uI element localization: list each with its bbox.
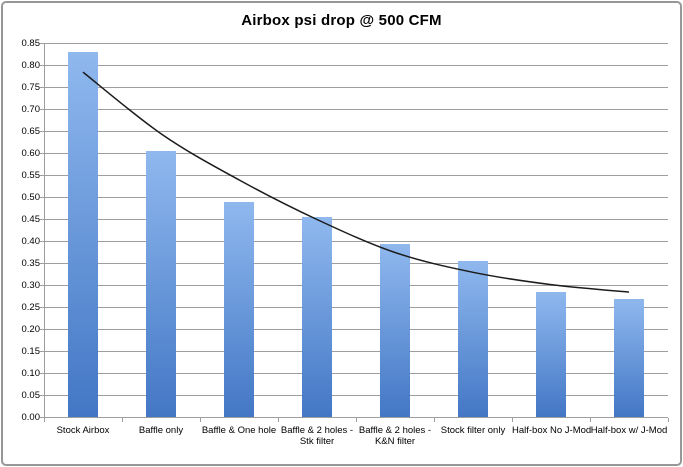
y-axis-tick bbox=[40, 351, 44, 352]
y-axis-tick-label: 0.55 bbox=[21, 169, 41, 181]
x-axis-tick bbox=[200, 417, 201, 422]
x-axis-tick bbox=[512, 417, 513, 422]
y-axis-tick bbox=[40, 153, 44, 154]
y-axis-tick-label: 0.05 bbox=[21, 389, 41, 401]
y-axis-tick bbox=[40, 175, 44, 176]
y-axis-tick bbox=[40, 263, 44, 264]
bar bbox=[458, 261, 488, 418]
y-axis-tick bbox=[40, 395, 44, 396]
y-axis-tick-label: 0.65 bbox=[21, 125, 41, 137]
x-axis-category-label: Stock filter only bbox=[434, 425, 512, 437]
bar bbox=[68, 52, 98, 418]
gridline bbox=[44, 109, 668, 110]
gridline bbox=[44, 131, 668, 132]
y-axis-tick bbox=[40, 417, 44, 418]
gridline bbox=[44, 175, 668, 176]
gridline bbox=[44, 307, 668, 308]
x-axis-category-label-line: Half-box No J-Mod bbox=[512, 424, 592, 436]
bar bbox=[224, 201, 254, 418]
y-axis-tick bbox=[40, 241, 44, 242]
gridline bbox=[44, 197, 668, 198]
gridline bbox=[44, 241, 668, 242]
x-axis-tick bbox=[356, 417, 357, 422]
x-axis-category-label: Baffle & One hole bbox=[200, 425, 278, 437]
gridline bbox=[44, 329, 668, 330]
y-axis-tick bbox=[40, 373, 44, 374]
x-axis-tick bbox=[122, 417, 123, 422]
x-axis-category-label-line: Baffle & 2 holes - bbox=[280, 424, 354, 436]
y-axis-tick-label: 0.15 bbox=[21, 345, 41, 357]
y-axis-tick bbox=[40, 131, 44, 132]
bar bbox=[146, 151, 176, 418]
y-axis-tick-label: 0.20 bbox=[21, 323, 41, 335]
gridline bbox=[44, 285, 668, 286]
bar bbox=[380, 243, 410, 418]
x-axis-category-label-line: Baffle & 2 holes - bbox=[358, 424, 432, 436]
y-axis-tick bbox=[40, 87, 44, 88]
y-axis-tick-label: 0.10 bbox=[21, 367, 41, 379]
x-axis-category-label-line: Baffle & One hole bbox=[201, 424, 277, 436]
y-axis-tick-label: 0.75 bbox=[21, 81, 41, 93]
y-axis-tick-label: 0.00 bbox=[21, 411, 41, 423]
x-axis-tick bbox=[590, 417, 591, 422]
y-axis-tick-label: 0.25 bbox=[21, 301, 41, 313]
y-axis-tick bbox=[40, 43, 44, 44]
y-axis-tick-label: 0.45 bbox=[21, 213, 41, 225]
y-axis-tick bbox=[40, 285, 44, 286]
x-axis-tick bbox=[668, 417, 669, 422]
y-axis-tick bbox=[40, 197, 44, 198]
y-axis-tick-label: 0.70 bbox=[21, 103, 41, 115]
x-axis-category-label-line: Stk filter bbox=[299, 436, 335, 447]
gridline bbox=[44, 373, 668, 374]
x-axis-category-label: Baffle & 2 holes - Stk filter bbox=[278, 425, 356, 448]
gridline bbox=[44, 65, 668, 66]
y-axis-tick-label: 0.80 bbox=[21, 59, 41, 71]
gridline bbox=[44, 263, 668, 264]
x-axis-category-label-line: Stock filter only bbox=[440, 424, 506, 436]
y-axis-tick bbox=[40, 307, 44, 308]
y-axis-tick bbox=[40, 219, 44, 220]
x-axis-category-label: Baffle & 2 holes - K&N filter bbox=[356, 425, 434, 448]
y-axis-line bbox=[44, 42, 45, 422]
chart-title: Airbox psi drop @ 500 CFM bbox=[241, 12, 442, 29]
x-axis-category-label: Half-box No J-Mod bbox=[512, 424, 592, 437]
gridline bbox=[44, 351, 668, 352]
x-axis-category-label: Half-box w/ J-Mod bbox=[590, 425, 668, 437]
bar bbox=[536, 292, 566, 418]
gridline bbox=[44, 87, 668, 88]
y-axis-tick-label: 0.85 bbox=[21, 37, 41, 49]
gridline bbox=[44, 219, 668, 220]
bar bbox=[302, 217, 332, 418]
x-axis-category-label: Baffle only bbox=[122, 425, 200, 437]
x-axis-category-label-line: K&N filter bbox=[374, 436, 416, 447]
gridline bbox=[44, 395, 668, 396]
x-axis-category-label-line: Baffle only bbox=[138, 424, 184, 436]
x-axis-tick bbox=[434, 417, 435, 422]
bar bbox=[614, 298, 644, 418]
x-axis-category-label-line: Half-box w/ J-Mod bbox=[590, 424, 668, 436]
y-axis-tick-label: 0.40 bbox=[21, 235, 41, 247]
gridline bbox=[44, 153, 668, 154]
y-axis-tick-label: 0.35 bbox=[21, 257, 41, 269]
x-axis-category-label: Stock Airbox bbox=[44, 425, 122, 437]
x-axis-category-label-line: Stock Airbox bbox=[56, 424, 110, 436]
y-axis-tick bbox=[40, 109, 44, 110]
y-axis-tick-label: 0.50 bbox=[21, 191, 41, 203]
y-axis-tick bbox=[40, 65, 44, 66]
y-axis-tick bbox=[40, 329, 44, 330]
y-axis-tick-label: 0.30 bbox=[21, 279, 41, 291]
x-axis-tick bbox=[278, 417, 279, 422]
y-axis-tick-label: 0.60 bbox=[21, 147, 41, 159]
x-axis-tick bbox=[44, 417, 45, 422]
gridline bbox=[44, 43, 668, 44]
